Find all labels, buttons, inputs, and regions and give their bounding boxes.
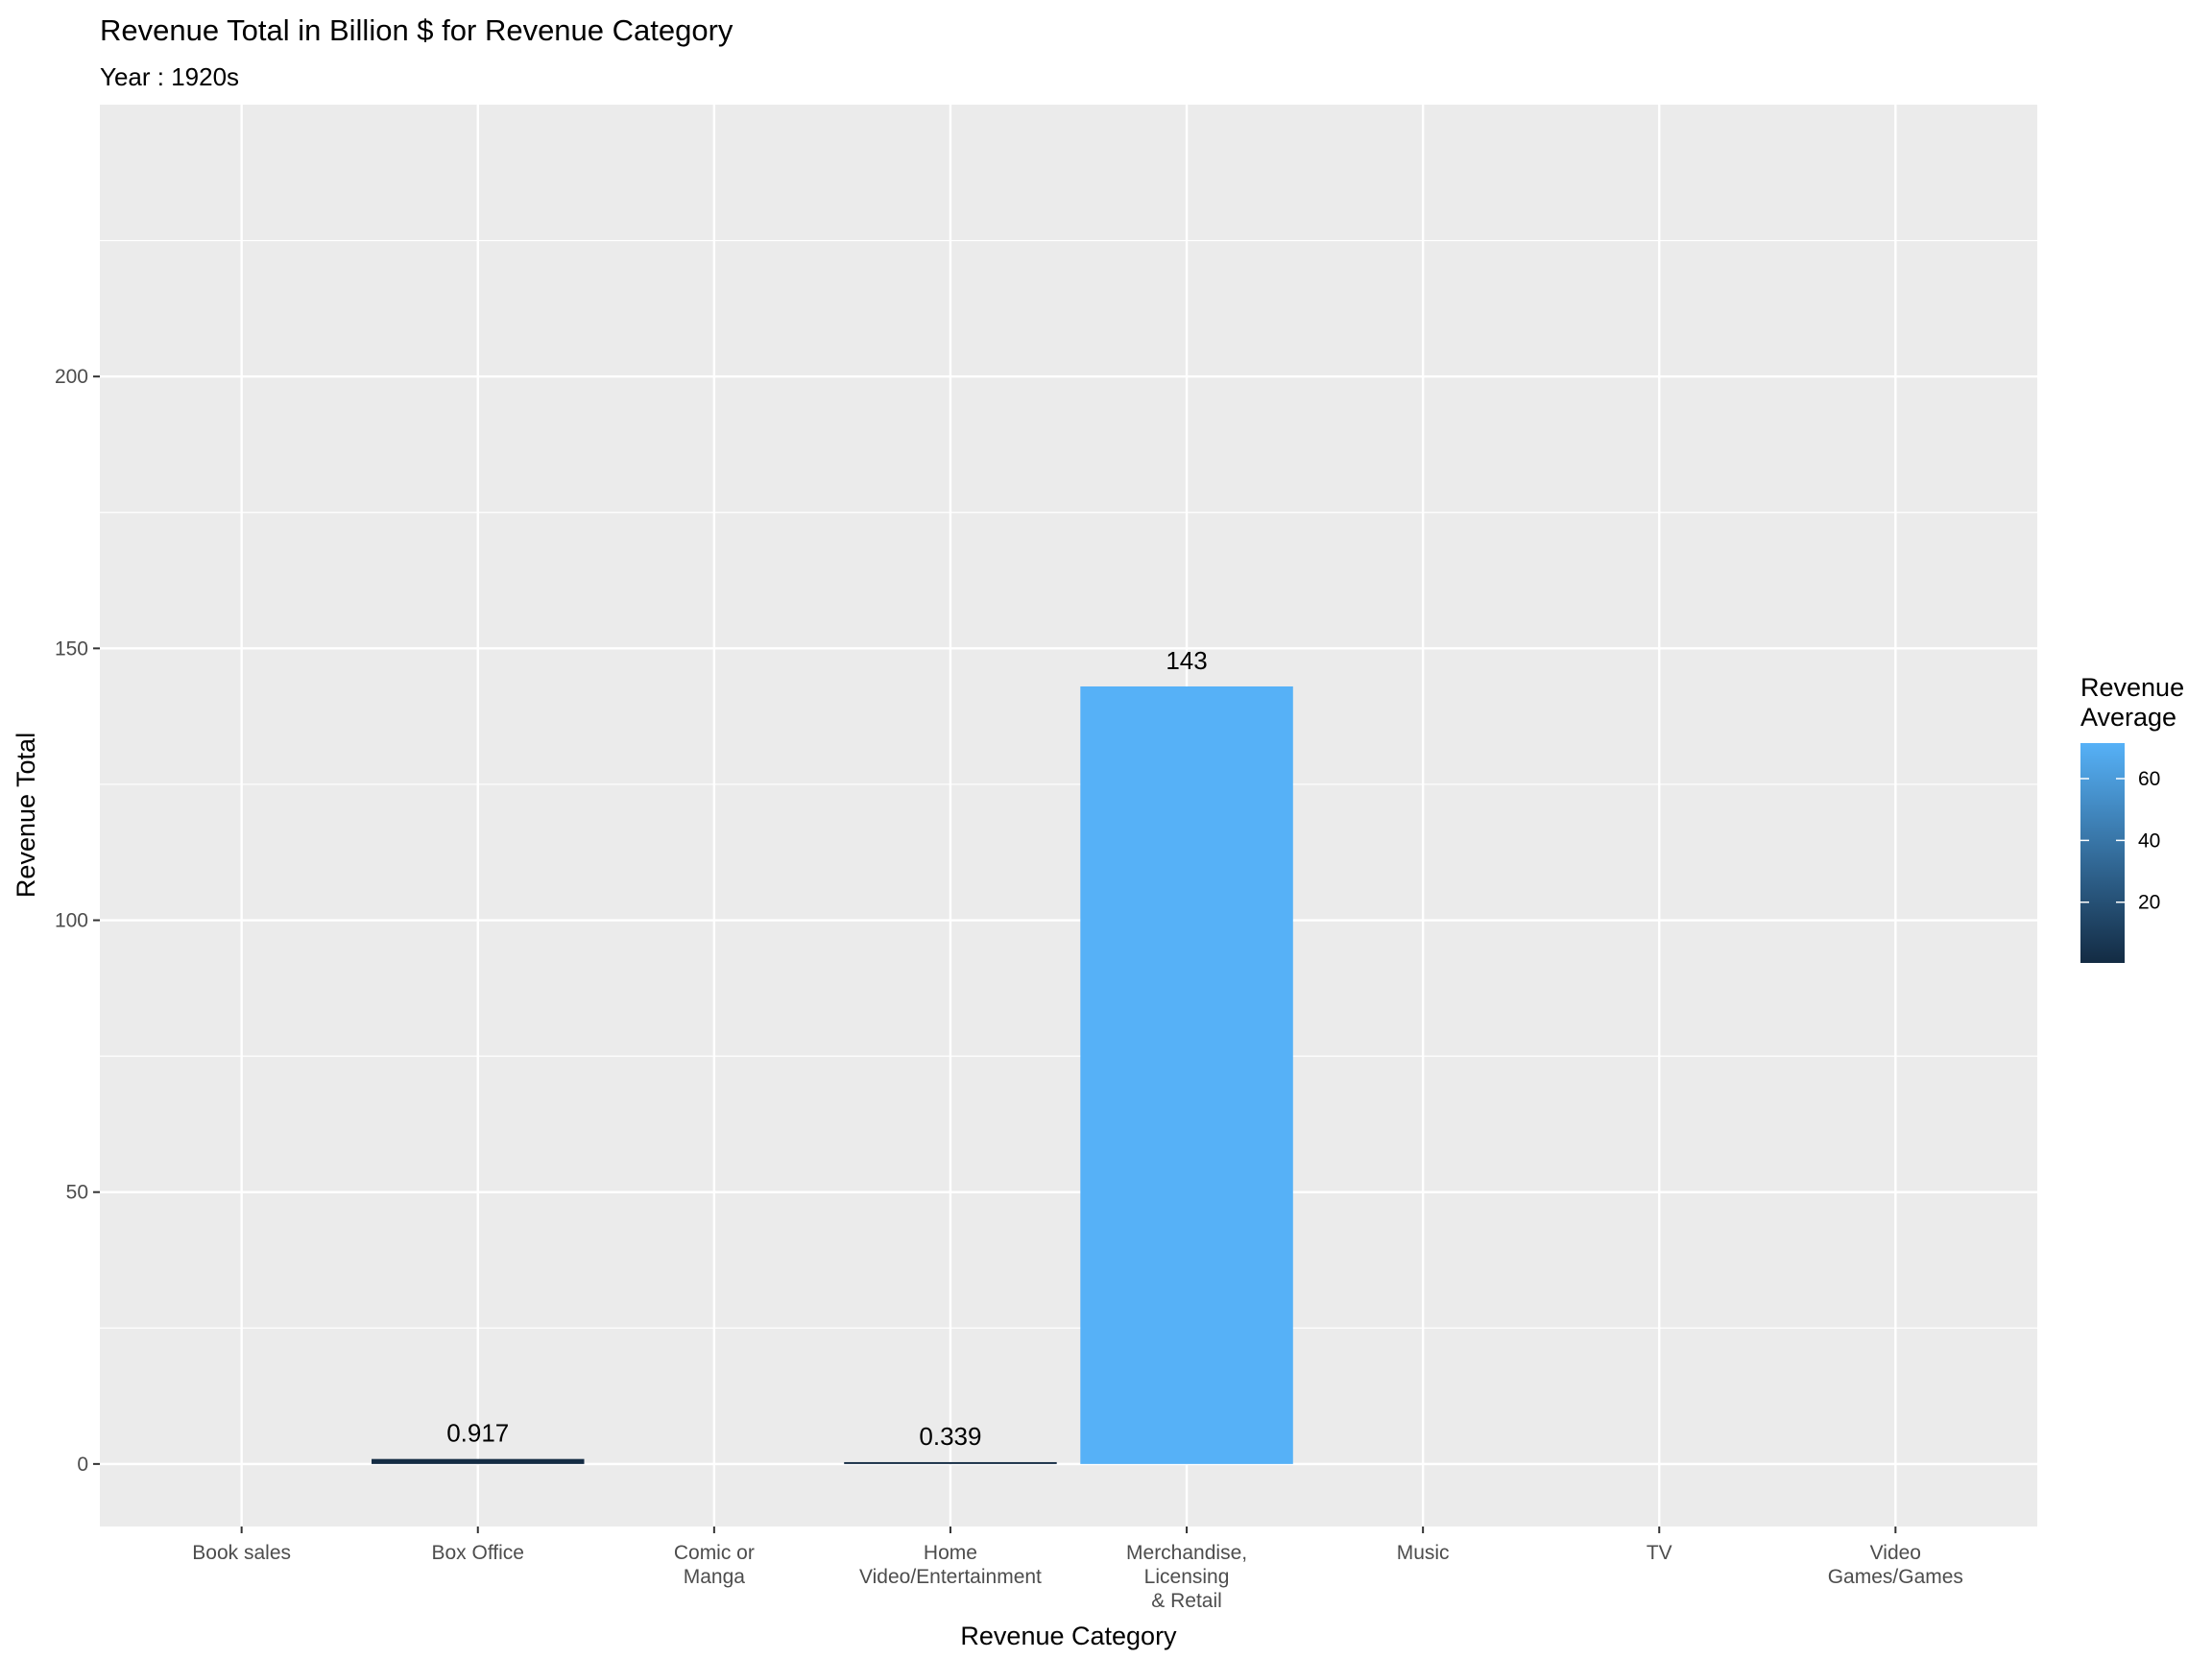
bar-value-label: 0.339	[919, 1422, 981, 1451]
chart-title: Revenue Total in Billion $ for Revenue C…	[100, 13, 733, 47]
legend-title: Revenue Average	[2080, 673, 2184, 732]
x-tick-label: & Retail	[1151, 1590, 1222, 1612]
x-tick-label: Music	[1397, 1542, 1450, 1564]
legend-colorbar	[2080, 743, 2125, 963]
x-tick-label: Merchandise,	[1126, 1542, 1247, 1564]
bar-value-label: 143	[1166, 646, 1207, 675]
y-axis-title: Revenue Total	[12, 733, 40, 898]
chart-subtitle: Year : 1920s	[100, 62, 239, 91]
x-tick-label: Book sales	[192, 1542, 291, 1564]
bar	[844, 1461, 1057, 1464]
bars	[372, 685, 1293, 1464]
x-tick-label: Home	[924, 1542, 977, 1564]
legend-title-line: Revenue	[2080, 673, 2184, 702]
x-axis: Book sales Box Office Comic orMangaHomeVid…	[192, 1527, 1963, 1612]
legend-tick-label: 20	[2138, 892, 2160, 914]
bar	[372, 1458, 585, 1464]
legend-tick-label: 60	[2138, 768, 2160, 790]
y-tick-label: 0	[77, 1454, 88, 1476]
legend-title-line: Average	[2080, 703, 2176, 732]
x-tick-label: Video	[1870, 1542, 1921, 1564]
x-tick-label: Comic or	[674, 1542, 755, 1564]
legend-tick-label: 40	[2138, 830, 2160, 852]
y-tick-label: 50	[66, 1182, 88, 1204]
legend: Revenue Average 20 40 60	[2080, 673, 2184, 963]
bar-labels: 0.917 0.339 143	[446, 646, 1208, 1451]
x-tick-label: Licensing	[1144, 1566, 1230, 1588]
x-tick-label: Manga	[684, 1566, 746, 1588]
x-tick-label: Video/Entertainment	[859, 1566, 1042, 1588]
y-tick-label: 150	[55, 637, 88, 660]
y-tick-label: 100	[55, 910, 88, 932]
plot-panel	[100, 105, 2037, 1527]
x-tick-label: Box Office	[432, 1542, 525, 1564]
y-axis: 0 50 100 150 200	[55, 366, 100, 1476]
y-tick-label: 200	[55, 366, 88, 388]
grid-minor	[100, 239, 2037, 1329]
bar-value-label: 0.917	[446, 1419, 509, 1448]
bar	[1080, 685, 1293, 1464]
legend-ticks: 20 40 60	[2080, 768, 2160, 914]
x-tick-label: TV	[1647, 1542, 1672, 1564]
grid-major	[100, 105, 2037, 1527]
x-axis-title: Revenue Category	[960, 1622, 1177, 1650]
x-tick-label: Games/Games	[1828, 1566, 1963, 1588]
